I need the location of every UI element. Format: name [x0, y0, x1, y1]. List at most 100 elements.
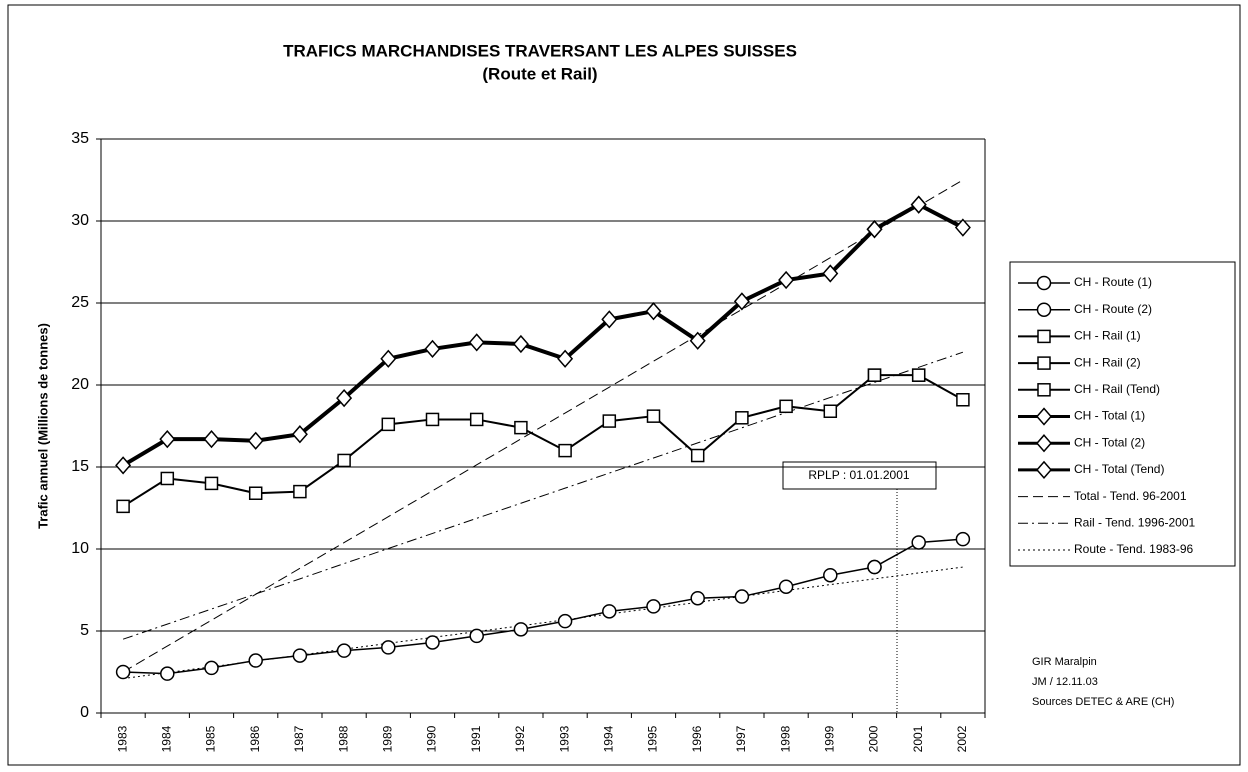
x-tick-label: 1987 — [292, 725, 306, 752]
marker — [778, 579, 794, 594]
legend-label: CH - Route (2) — [1074, 302, 1152, 316]
x-tick-label: 2001 — [911, 725, 925, 752]
legend-marker — [1036, 434, 1052, 453]
marker — [425, 635, 440, 650]
series-line — [122, 351, 964, 640]
marker — [424, 339, 441, 359]
marker — [425, 412, 440, 427]
legend-label: CH - Rail (Tend) — [1074, 382, 1160, 396]
marker — [116, 499, 130, 514]
marker — [380, 349, 397, 368]
marker — [469, 412, 484, 427]
x-tick-label: 1983 — [115, 725, 129, 752]
marker — [248, 653, 263, 668]
y-tick-label: 35 — [71, 130, 89, 147]
legend-marker — [1036, 407, 1052, 426]
marker — [867, 559, 882, 575]
marker — [956, 393, 970, 407]
marker — [469, 628, 484, 644]
x-tick-label: 1999 — [822, 725, 836, 752]
y-axis-label: Trafic annuel (Millions de tonnes) — [35, 323, 50, 529]
y-tick-label: 0 — [80, 704, 89, 721]
marker — [911, 368, 926, 382]
legend-label: CH - Total (1) — [1074, 409, 1145, 423]
legend-marker — [1037, 356, 1051, 370]
marker — [291, 425, 308, 444]
x-tick-label: 1990 — [425, 725, 439, 752]
y-tick-label: 10 — [71, 540, 89, 557]
marker — [690, 590, 705, 606]
marker — [735, 411, 749, 425]
marker — [867, 368, 882, 382]
marker — [779, 399, 793, 414]
marker — [823, 567, 838, 583]
legend-label: Rail - Tend. 1996-2001 — [1074, 515, 1196, 529]
note: JM / 12.11.03 — [1032, 676, 1098, 688]
series-line — [918, 374, 964, 401]
legend-label: Route - Tend. 1983-96 — [1074, 542, 1194, 556]
legend-marker — [1036, 302, 1052, 317]
marker — [512, 334, 529, 354]
x-tick-label: 2002 — [955, 725, 969, 752]
marker — [866, 220, 883, 239]
legend-label: CH - Route (1) — [1074, 275, 1152, 289]
legend-marker — [1036, 275, 1052, 291]
x-tick-label: 1986 — [248, 725, 262, 752]
series-line — [917, 202, 964, 230]
marker — [955, 531, 971, 547]
marker — [910, 195, 927, 214]
marker — [336, 388, 353, 408]
legend-marker — [1036, 460, 1052, 480]
y-tick-label: 5 — [80, 622, 89, 639]
y-tick-label: 25 — [71, 294, 89, 311]
marker — [204, 660, 219, 676]
marker — [159, 429, 176, 449]
marker — [248, 486, 263, 500]
marker — [468, 333, 485, 352]
marker — [115, 664, 131, 680]
marker — [822, 264, 839, 283]
y-tick-label: 15 — [71, 458, 89, 475]
series-line — [873, 202, 920, 231]
marker — [336, 643, 352, 658]
marker — [204, 476, 219, 491]
annotation: RPLP : 01.01.2001 — [808, 468, 910, 482]
marker — [734, 589, 750, 604]
series-line — [122, 374, 876, 508]
x-tick-label: 1993 — [557, 725, 571, 752]
marker — [513, 622, 529, 637]
legend-marker — [1037, 383, 1051, 397]
marker — [778, 270, 795, 290]
x-tick-label: 1997 — [734, 725, 748, 752]
marker — [646, 409, 661, 423]
legend-label: CH - Total (2) — [1074, 435, 1145, 449]
marker — [823, 404, 838, 418]
chart-title: TRAFICS MARCHANDISES TRAVERSANT LES ALPE… — [283, 41, 797, 60]
legend-marker — [1037, 329, 1051, 344]
x-tick-label: 1989 — [380, 725, 394, 752]
marker — [337, 453, 351, 468]
marker — [203, 429, 220, 449]
marker — [602, 414, 617, 428]
x-tick-label: 1994 — [601, 725, 615, 752]
x-tick-label: 1998 — [778, 725, 792, 752]
marker — [160, 471, 175, 486]
series-line — [122, 179, 964, 673]
marker — [601, 310, 618, 329]
x-tick-label: 1984 — [159, 725, 173, 752]
marker — [558, 443, 572, 458]
marker — [293, 484, 307, 499]
y-tick-label: 20 — [71, 376, 89, 393]
y-tick-label: 30 — [71, 212, 89, 229]
marker — [602, 604, 617, 619]
note: GIR Maralpin — [1032, 656, 1097, 668]
x-tick-label: 2000 — [867, 725, 881, 752]
note: Sources DETEC & ARE (CH) — [1032, 696, 1174, 708]
legend-label: CH - Rail (2) — [1074, 355, 1141, 369]
marker — [381, 417, 396, 432]
marker — [160, 666, 175, 681]
marker — [954, 218, 971, 237]
marker — [689, 331, 706, 350]
marker — [733, 292, 750, 311]
legend-label: CH - Rail (1) — [1074, 329, 1141, 343]
